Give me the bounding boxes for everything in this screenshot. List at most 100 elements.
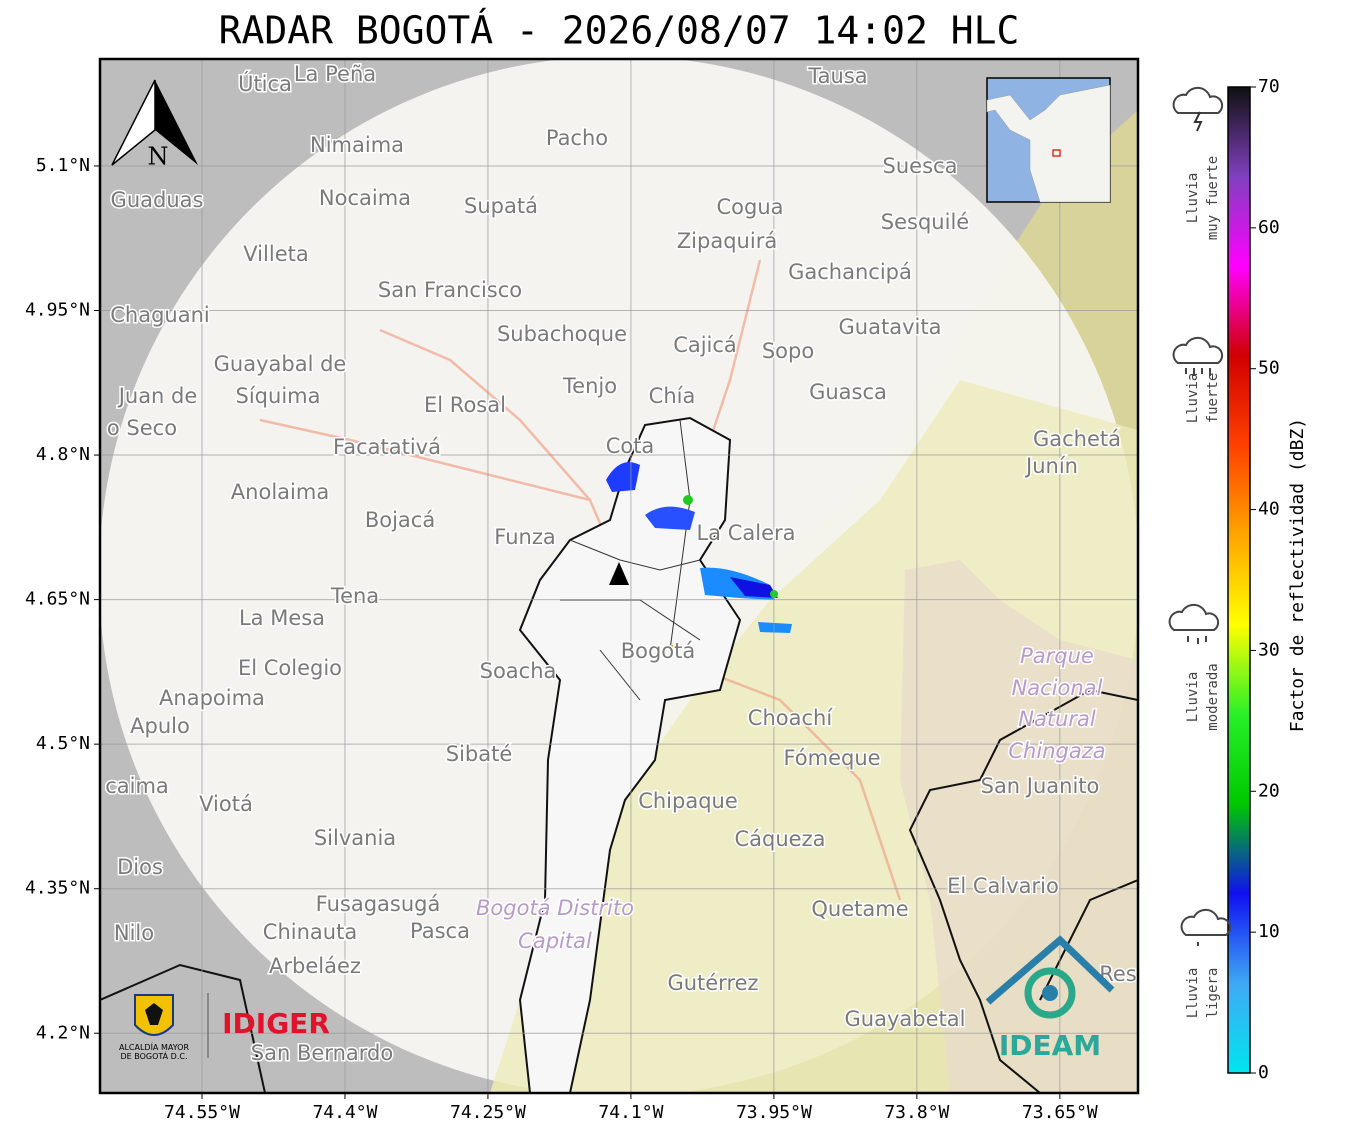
- place-label: San Juanito: [981, 774, 1100, 798]
- ideam-text: IDEAM: [999, 1029, 1101, 1062]
- place-label: Gutérrez: [667, 971, 758, 995]
- place-label: Gachancipá: [788, 260, 912, 284]
- place-label: Juan de: [117, 384, 198, 408]
- place-label: Cogua: [716, 195, 783, 219]
- rain-level-label: moderada: [1205, 663, 1221, 730]
- place-label: La Calera: [696, 521, 795, 545]
- place-label: Cáqueza: [735, 827, 826, 851]
- place-label: Guasca: [809, 380, 887, 404]
- colorbar-tick-label: 50: [1258, 358, 1280, 379]
- place-label: Res: [1099, 962, 1137, 986]
- place-label: Fusagasugá: [316, 892, 441, 916]
- place-label: caima: [105, 774, 169, 798]
- colorbar-tick-label: 30: [1258, 639, 1280, 660]
- x-tick-label: 74.1°W: [598, 1102, 663, 1123]
- place-label: Zipaquirá: [677, 229, 777, 253]
- place-label: El Rosal: [424, 393, 506, 417]
- place-label: Chaguani: [110, 303, 210, 327]
- place-label: Subachoque: [497, 322, 627, 346]
- place-label: Chía: [649, 384, 696, 408]
- place-label: Anolaima: [231, 480, 329, 504]
- place-label: Tena: [330, 584, 379, 608]
- rain-level-label: ligera: [1205, 968, 1221, 1019]
- radar-echoes: [606, 462, 792, 651]
- bogota-district: [518, 416, 742, 1093]
- radar-site: [609, 562, 629, 585]
- place-label: La Mesa: [239, 606, 325, 630]
- north-arrow: N: [111, 79, 198, 171]
- ideam-logo: IDEAM: [985, 935, 1115, 1062]
- place-label: Nacional: [1012, 676, 1103, 700]
- rain-level-label: muy fuerte: [1205, 156, 1221, 240]
- colorbar-tick-label: 60: [1258, 217, 1280, 238]
- x-tick-label: 73.8°W: [884, 1102, 949, 1123]
- place-label: Soacha: [480, 659, 557, 683]
- place-label: Nimaima: [310, 133, 404, 157]
- rain-level-label: Lluvia: [1185, 173, 1201, 224]
- place-label: Guaduas: [111, 188, 204, 212]
- place-label: Suesca: [883, 154, 958, 178]
- place-label: Gachetá: [1033, 427, 1121, 451]
- x-tick-label: 74.25°W: [450, 1102, 526, 1123]
- alcaldia-text: ALCALDÍA MAYOR DE BOGOTÁ D.C.: [119, 1041, 189, 1061]
- place-label: Facatativá: [333, 435, 441, 459]
- place-label: San Francisco: [378, 278, 522, 302]
- place-label: Junín: [1024, 454, 1078, 478]
- place-label: Útica: [238, 71, 292, 96]
- place-label: Parque: [1020, 644, 1094, 668]
- place-label: Tenjo: [562, 374, 617, 398]
- roads: [259, 259, 902, 901]
- place-label: Síquima: [236, 384, 321, 408]
- place-label: Chipaque: [638, 789, 738, 813]
- place-label: Bogotá Distrito: [476, 896, 634, 920]
- place-label: Bojacá: [365, 508, 435, 532]
- place-label: Cajicá: [673, 333, 737, 357]
- place-label: Cota: [606, 434, 655, 458]
- place-label: Sesquilé: [881, 210, 969, 234]
- place-label: Quetame: [811, 897, 908, 921]
- grid: [100, 59, 1138, 1093]
- boundaries: [100, 688, 1138, 1093]
- map: Útica La Peña Tausa Pacho Nimaima Guaduas Noca…: [100, 59, 1138, 1093]
- x-tick-label: 73.95°W: [736, 1102, 812, 1123]
- north-label: N: [148, 143, 169, 171]
- x-tick-label: 74.55°W: [164, 1102, 240, 1123]
- colorbar-tick-label: 20: [1258, 780, 1280, 801]
- place-label: Sibaté: [446, 742, 513, 766]
- x-tick-label: 73.65°W: [1022, 1102, 1098, 1123]
- map-frame: [98, 57, 1140, 1095]
- place-label: Funza: [494, 525, 555, 549]
- place-label: Bogotá: [621, 639, 696, 663]
- y-tick-label: 4.5°N: [36, 733, 90, 754]
- place-label: Fómeque: [783, 746, 880, 770]
- rain-level-label: Lluvia: [1185, 373, 1201, 424]
- place-label: Choachí: [748, 706, 834, 730]
- rain-level-label: Lluvia: [1185, 672, 1201, 723]
- y-tick-label: 4.95°N: [25, 300, 90, 321]
- colorbar-label: Factor de reflectividad (dBZ): [1287, 418, 1308, 732]
- inset-map: [986, 77, 1111, 203]
- place-label: Nocaima: [319, 186, 411, 210]
- place-label: Chingaza: [1008, 739, 1105, 763]
- place-label: Supatá: [464, 194, 538, 218]
- y-tick-label: 4.35°N: [25, 878, 90, 899]
- title: RADAR BOGOTÁ - 2026/08/07 14:02 HLC: [219, 9, 1020, 53]
- place-label: El Colegio: [238, 656, 342, 680]
- place-label: Dios: [117, 855, 163, 879]
- y-tick-label: 5.1°N: [36, 155, 90, 176]
- place-label: La Peña: [294, 62, 376, 86]
- alcaldia-line: ALCALDÍA MAYOR: [119, 1041, 189, 1052]
- place-label: Viotá: [199, 792, 253, 816]
- x-tick-label: 74.4°W: [312, 1102, 377, 1123]
- place-label: San Bernardo: [251, 1041, 393, 1065]
- colorbar-tick-label: 0: [1258, 1062, 1269, 1083]
- y-tick-label: 4.8°N: [36, 444, 90, 465]
- colorbar: [1227, 86, 1251, 1074]
- place-label: Arbeláez: [269, 954, 361, 978]
- place-label: Guatavita: [839, 315, 942, 339]
- rain-level-label: fuerte: [1205, 373, 1221, 424]
- alcaldia-logo: ALCALDÍA MAYOR DE BOGOTÁ D.C. IDIGER: [119, 993, 330, 1061]
- y-tick-label: 4.2°N: [36, 1022, 90, 1043]
